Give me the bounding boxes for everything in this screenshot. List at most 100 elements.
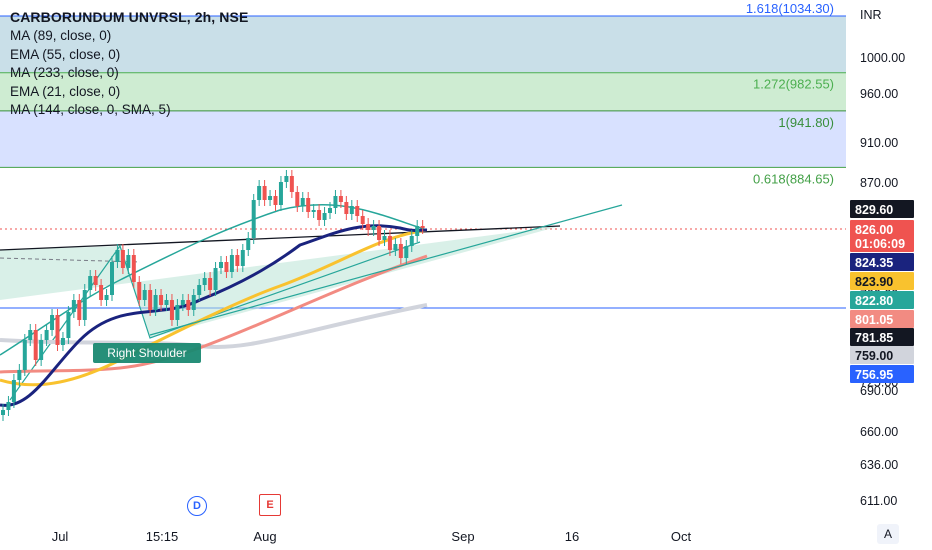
candle-body bbox=[268, 196, 273, 200]
candle-body bbox=[82, 290, 87, 320]
price-tag-bg bbox=[850, 365, 914, 383]
y-tick-label: 690.00 bbox=[860, 384, 898, 398]
neckline bbox=[0, 225, 561, 251]
fib-band-2 bbox=[0, 110, 846, 168]
indicator-ema55[interactable]: EMA (55, close, 0) bbox=[10, 46, 121, 62]
indicator-ema21[interactable]: EMA (21, close, 0) bbox=[10, 83, 121, 99]
candle-body bbox=[213, 268, 218, 290]
candle-body bbox=[71, 300, 76, 312]
candle-body bbox=[66, 312, 71, 338]
candle-body bbox=[240, 250, 245, 266]
candle-body bbox=[153, 295, 158, 310]
candle-body bbox=[246, 238, 251, 250]
y-tick-label: 660.00 bbox=[860, 425, 898, 439]
candle-body bbox=[77, 300, 82, 320]
auto-scale-button[interactable]: A bbox=[877, 524, 899, 544]
candle-body bbox=[137, 282, 142, 300]
y-tick-label: 960.00 bbox=[860, 87, 898, 101]
candle-body bbox=[300, 198, 305, 206]
y-tick-label: 1000.00 bbox=[860, 51, 905, 65]
candle-body bbox=[349, 206, 354, 214]
indicator-ma233[interactable]: MA (233, close, 0) bbox=[10, 65, 119, 80]
price-tag: 759.00 bbox=[855, 349, 893, 363]
candle-body bbox=[289, 176, 294, 192]
candle-body bbox=[415, 226, 420, 236]
price-tag: 01:06:09 bbox=[855, 237, 905, 251]
price-tag: 781.85 bbox=[855, 331, 893, 345]
price-tag: 824.35 bbox=[855, 256, 893, 270]
price-tag-bg bbox=[850, 272, 914, 290]
dividend-event-icon[interactable]: D bbox=[187, 496, 207, 516]
candle-body bbox=[120, 250, 125, 268]
candle-body bbox=[333, 196, 338, 208]
x-tick-label: Jul bbox=[52, 529, 69, 544]
fib-band-0 bbox=[0, 16, 846, 73]
candle-body bbox=[306, 198, 311, 212]
candle-body bbox=[377, 226, 382, 240]
candle-body bbox=[262, 186, 267, 200]
candle-body bbox=[322, 213, 327, 220]
candle-body bbox=[420, 226, 425, 228]
price-tag: 801.05 bbox=[855, 313, 893, 327]
candle-body bbox=[257, 186, 262, 200]
candle-body bbox=[371, 226, 376, 230]
price-tag: 822.80 bbox=[855, 294, 893, 308]
fib-label-1: 1.272(982.55) bbox=[753, 77, 834, 92]
candles bbox=[1, 170, 425, 421]
candle-body bbox=[366, 224, 371, 230]
head-shoulders-pattern bbox=[0, 225, 561, 401]
candle-body bbox=[219, 262, 223, 268]
earnings-event-icon[interactable]: E bbox=[259, 494, 281, 516]
y-tick-label: 910.00 bbox=[860, 136, 898, 150]
price-tag-bg bbox=[850, 328, 914, 346]
indicator-ma89[interactable]: MA (89, close, 0) bbox=[10, 28, 112, 43]
chart-legend: CARBORUNDUM UNVRSL, 2h, NSE MA (89, clos… bbox=[10, 9, 248, 120]
candle-body bbox=[104, 295, 109, 300]
candle-body bbox=[33, 330, 38, 360]
candle-body bbox=[17, 370, 22, 380]
candle-body bbox=[404, 246, 409, 258]
indicator-ma144[interactable]: MA (144, close, 0, SMA, 5) bbox=[10, 102, 171, 117]
candle-body bbox=[278, 182, 283, 205]
fib-label-3: 0.618(884.65) bbox=[753, 171, 834, 186]
candle-body bbox=[360, 216, 365, 224]
price-tag-bg bbox=[850, 310, 914, 328]
currency-label: INR bbox=[860, 8, 882, 22]
candle-body bbox=[175, 305, 180, 320]
candle-body bbox=[393, 244, 398, 250]
candle-body bbox=[93, 276, 98, 285]
price-axis: 1000.00960.00910.00870.00790.00725.00690… bbox=[846, 0, 932, 550]
candle-body bbox=[224, 262, 229, 272]
price-tag: 826.00 bbox=[855, 223, 893, 237]
candle-body bbox=[110, 262, 114, 295]
candle-body bbox=[235, 255, 240, 266]
candle-body bbox=[159, 295, 164, 305]
candle-body bbox=[191, 295, 196, 310]
price-tag-bg bbox=[850, 200, 914, 218]
price-tag-bg bbox=[850, 253, 914, 271]
price-tag: 829.60 bbox=[855, 203, 893, 217]
candle-body bbox=[55, 315, 60, 345]
candle-body bbox=[387, 236, 392, 250]
candle-body bbox=[169, 300, 174, 320]
candle-body bbox=[60, 338, 65, 345]
x-tick-label: Aug bbox=[253, 529, 276, 544]
candle-body bbox=[398, 244, 403, 258]
candle-body bbox=[50, 315, 55, 330]
pattern-fill bbox=[0, 226, 560, 338]
price-tag: 823.90 bbox=[855, 275, 893, 289]
candle-body bbox=[338, 196, 343, 202]
candle-body bbox=[295, 192, 300, 206]
y-tick-label: 636.00 bbox=[860, 458, 898, 472]
candle-body bbox=[142, 290, 147, 300]
candle-body bbox=[251, 200, 256, 238]
candle-body bbox=[148, 290, 153, 310]
fib-label-2: 1(941.80) bbox=[778, 115, 834, 130]
candle-body bbox=[311, 210, 316, 212]
chart-title: CARBORUNDUM UNVRSL, 2h, NSE bbox=[10, 9, 249, 25]
ma144-line bbox=[0, 228, 428, 387]
price-tag-bg bbox=[850, 346, 914, 364]
candle-body bbox=[284, 176, 289, 182]
candle-body bbox=[164, 300, 169, 305]
